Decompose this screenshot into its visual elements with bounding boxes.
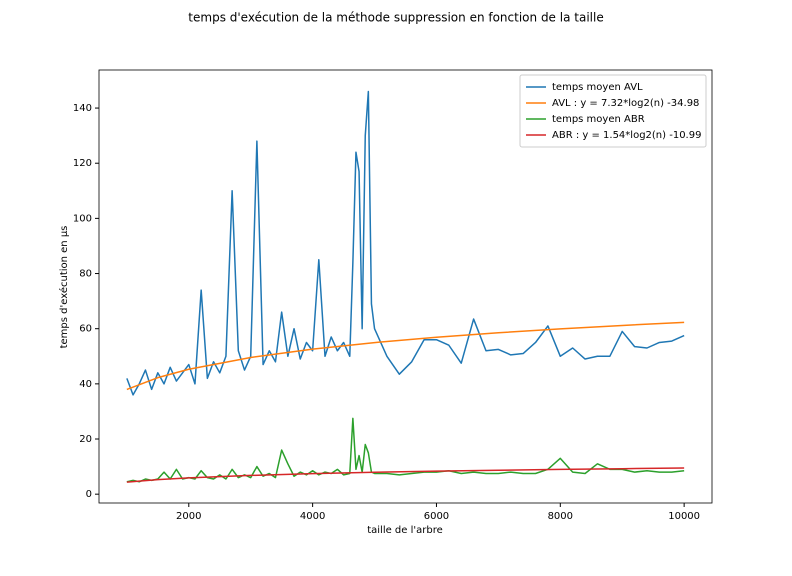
x-tick-label: 2000 [176, 511, 201, 522]
x-tick-label: 8000 [548, 511, 573, 522]
y-tick-label: 120 [73, 158, 92, 169]
series-line [126, 321, 685, 391]
legend: temps moyen AVL AVL : y = 7.32*log2(n) -3… [519, 74, 707, 148]
legend-frame [519, 74, 707, 148]
axes-frame [98, 69, 713, 504]
y-tick-label: 40 [79, 379, 92, 390]
series-line [126, 467, 685, 483]
x-tick-label: 10000 [668, 511, 700, 522]
x-axis-label: taille de l'arbre [367, 525, 443, 536]
legend-label: temps moyen AVL [552, 82, 643, 93]
y-tick-label: 60 [79, 324, 92, 335]
chart-title: temps d'exécution de la méthode suppress… [188, 11, 603, 25]
legend-label: temps moyen ABR [552, 114, 645, 125]
y-axis-label: temps d'exécution en µs [58, 226, 70, 349]
y-tick-label: 80 [79, 269, 92, 280]
legend-label: AVL : y = 7.32*log2(n) -34.98 [552, 98, 699, 109]
x-tick-label: 6000 [424, 511, 449, 522]
y-tick-label: 0 [86, 489, 92, 500]
series-line [126, 417, 685, 483]
y-tick-label: 100 [73, 213, 92, 224]
y-tick-label: 20 [79, 434, 92, 445]
x-tick-label: 4000 [300, 511, 325, 522]
legend-label: ABR : y = 1.54*log2(n) -10.99 [552, 130, 701, 141]
y-tick-label: 140 [73, 103, 92, 114]
